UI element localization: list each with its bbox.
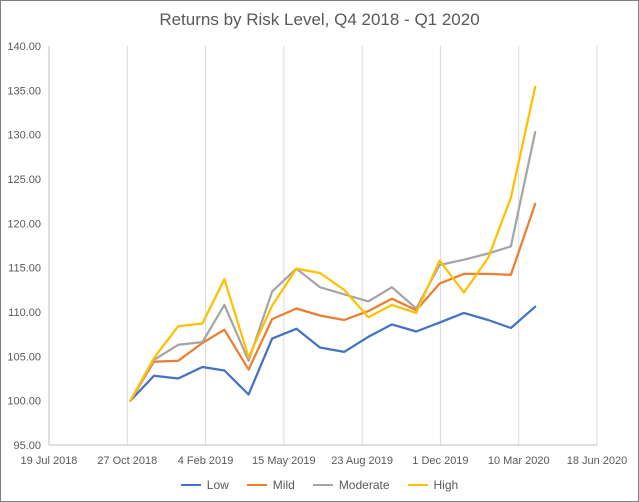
y-tick-label: 135.00	[7, 85, 41, 97]
y-tick-label: 120.00	[7, 218, 41, 230]
series-line-mild	[129, 202, 537, 402]
legend-label: Mild	[272, 478, 295, 492]
x-tick-label: 10 Mar 2020	[488, 455, 550, 467]
legend-swatch	[407, 484, 428, 486]
y-tick-label: 115.00	[8, 263, 41, 275]
gridlines	[126, 46, 598, 445]
legend: Low Mild Moderate High	[0, 478, 639, 492]
legend-label: High	[433, 478, 459, 492]
series-line-high	[129, 85, 537, 402]
y-tick-label: 125.00	[7, 174, 41, 186]
x-tick-label: 23 Aug 2019	[331, 455, 393, 467]
legend-swatch	[180, 484, 201, 486]
x-tick-label: 15 May 2019	[252, 455, 316, 467]
series-line-low	[129, 305, 537, 402]
x-tick-label: 4 Feb 2019	[178, 455, 234, 467]
series-lines	[129, 85, 537, 402]
x-tick-label: 1 Dec 2019	[412, 455, 468, 467]
y-tick-label: 130.00	[7, 130, 41, 142]
x-tick-label: 18 Jun 2020	[567, 455, 628, 467]
chart-title: Returns by Risk Level, Q4 2018 - Q1 2020	[159, 10, 480, 29]
y-tick-labels: 95.00 100.00 105.00 110.00 115.00 120.00 125.0…	[7, 41, 41, 452]
y-tick-label: 100.00	[7, 396, 41, 408]
legend-label: Low	[206, 478, 229, 492]
legend-item-low: Low	[180, 478, 229, 492]
legend-swatch	[246, 484, 267, 486]
axes	[48, 46, 597, 446]
x-tick-label: 19 Jul 2018	[21, 455, 78, 467]
x-tick-labels: 19 Jul 2018 27 Oct 2018 4 Feb 2019 15 May 2…	[21, 455, 628, 467]
y-tick-label: 140.00	[7, 41, 41, 53]
legend-swatch	[312, 484, 333, 486]
legend-item-moderate: Moderate	[312, 478, 390, 492]
y-tick-label: 105.00	[7, 351, 41, 363]
legend-item-high: High	[407, 478, 459, 492]
series-line-moderate	[129, 130, 537, 402]
legend-item-mild: Mild	[246, 478, 295, 492]
y-tick-label: 95.00	[13, 440, 41, 452]
x-tick-label: 27 Oct 2018	[97, 455, 157, 467]
legend-label: Moderate	[338, 478, 390, 492]
y-tick-label: 110.00	[8, 307, 41, 319]
